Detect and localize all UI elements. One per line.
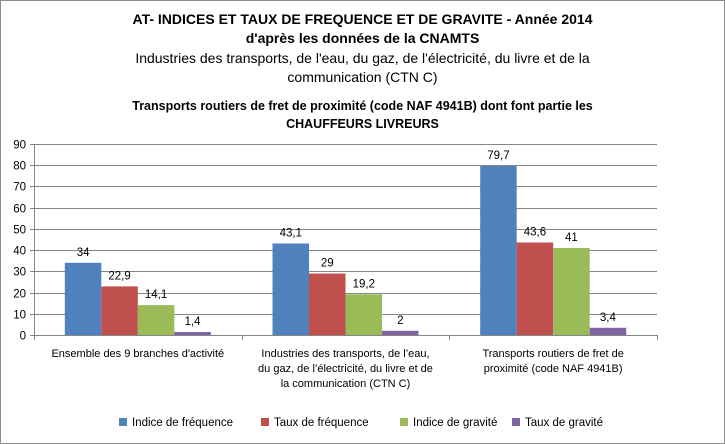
chart-title: AT- INDICES ET TAUX DE FREQUENCE ET DE G… bbox=[1, 10, 724, 48]
data-label: 43,1 bbox=[280, 228, 302, 240]
data-label: 34 bbox=[77, 247, 90, 259]
y-tick-label: 40 bbox=[13, 246, 26, 258]
bar bbox=[272, 243, 309, 335]
legend-label: Taux de gravité bbox=[525, 417, 603, 429]
bar bbox=[553, 248, 590, 335]
subtitle-line-1: Industries des transports, de l'eau, du … bbox=[135, 50, 590, 66]
bar bbox=[174, 332, 211, 335]
y-tick-label: 80 bbox=[13, 161, 26, 173]
y-tick-label: 90 bbox=[13, 140, 26, 152]
bar bbox=[309, 273, 346, 335]
y-tick-label: 30 bbox=[13, 267, 26, 279]
legend-label: Taux de fréquence bbox=[274, 417, 369, 429]
bar bbox=[137, 305, 175, 335]
data-label: 79,7 bbox=[487, 150, 509, 162]
bar bbox=[101, 286, 138, 335]
y-tick-label: 10 bbox=[13, 310, 26, 322]
y-tick-label: 20 bbox=[13, 289, 26, 301]
legend-label: Indice de fréquence bbox=[132, 417, 234, 429]
bar bbox=[480, 165, 517, 335]
title-line-1: AT- INDICES ET TAUX DE FREQUENCE ET DE G… bbox=[132, 11, 593, 27]
data-label: 2 bbox=[397, 315, 403, 327]
x-category-label: Industries des transports, de l’eau, du g… bbox=[258, 348, 433, 390]
chart-subtitle: Industries des transports, de l'eau, du … bbox=[1, 49, 724, 87]
legend-item: Taux de fréquence bbox=[261, 414, 369, 432]
note-line-2: CHAUFFEURS LIVREURS bbox=[286, 117, 439, 131]
bar bbox=[516, 242, 554, 335]
bar bbox=[382, 330, 419, 335]
x-category-label: Ensemble des 9 branches d'activité bbox=[51, 348, 225, 360]
data-label: 3,4 bbox=[600, 312, 617, 324]
data-label: 1,4 bbox=[185, 316, 202, 328]
bar bbox=[589, 327, 627, 335]
legend-swatch bbox=[119, 418, 127, 426]
data-label: 22,9 bbox=[108, 270, 130, 282]
bar bbox=[345, 294, 382, 335]
data-label: 14,1 bbox=[145, 289, 167, 301]
y-tick-label: 0 bbox=[20, 331, 26, 343]
data-label: 19,2 bbox=[353, 278, 375, 290]
legend: Indice de fréquence Taux de fréquence Indi… bbox=[1, 414, 724, 434]
data-label: 29 bbox=[321, 258, 334, 270]
y-tick-label: 70 bbox=[13, 182, 26, 194]
legend-swatch bbox=[261, 418, 269, 426]
bar bbox=[64, 262, 102, 335]
legend-swatch bbox=[512, 418, 520, 426]
y-tick-label: 50 bbox=[13, 225, 26, 237]
legend-item: Indice de gravité bbox=[400, 414, 497, 432]
x-category-label: Transports routiers de fret de proximité … bbox=[482, 348, 624, 375]
legend-swatch bbox=[400, 418, 408, 426]
note-line-1: Transports routiers de fret de proximité… bbox=[132, 99, 593, 113]
data-label: 41 bbox=[565, 232, 578, 244]
title-line-2: d'après les données de la CNAMTS bbox=[245, 30, 480, 46]
chart-note: Transports routiers de fret de proximité… bbox=[1, 97, 724, 133]
subtitle-line-2: communication (CTN C) bbox=[287, 69, 438, 85]
y-tick-label: 60 bbox=[13, 204, 26, 216]
legend-item: Indice de fréquence bbox=[119, 414, 233, 432]
legend-item: Taux de gravité bbox=[512, 414, 603, 432]
data-label: 43,6 bbox=[524, 227, 546, 239]
legend-label: Indice de gravité bbox=[413, 417, 498, 429]
